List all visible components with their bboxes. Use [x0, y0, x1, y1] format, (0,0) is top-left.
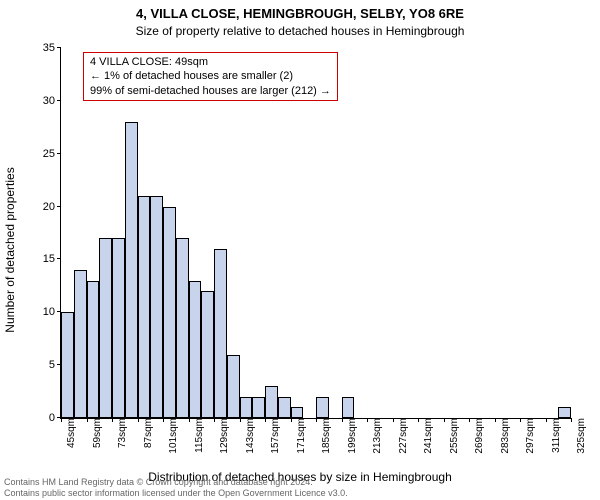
ytick-label: 35	[43, 42, 61, 54]
attribution: Contains HM Land Registry data © Crown c…	[0, 476, 352, 500]
histogram-bar	[99, 238, 112, 418]
histogram-bar	[150, 196, 163, 418]
xtick-label: 115sqm	[192, 418, 205, 453]
histogram-bar	[558, 407, 571, 418]
chart-container: 4, VILLA CLOSE, HEMINGBROUGH, SELBY, YO8…	[0, 0, 600, 500]
attribution-line1: Contains HM Land Registry data © Crown c…	[4, 477, 348, 488]
y-axis-label: Number of detached properties	[3, 167, 17, 332]
histogram-bar	[176, 238, 189, 418]
histogram-bar	[227, 355, 240, 418]
xtick-mark	[214, 418, 215, 422]
histogram-bar	[87, 281, 100, 418]
xtick-mark	[495, 418, 496, 422]
xtick-mark	[546, 418, 547, 422]
xtick-mark	[571, 418, 572, 422]
xtick-label: 59sqm	[90, 418, 103, 448]
histogram-bar	[74, 270, 87, 418]
xtick-label: 213sqm	[370, 418, 383, 454]
xtick-mark	[367, 418, 368, 422]
ytick-label: 25	[43, 148, 61, 160]
xtick-label: 185sqm	[319, 418, 332, 454]
xtick-label: 283sqm	[498, 418, 511, 454]
ytick-label: 0	[49, 412, 61, 424]
xtick-label: 297sqm	[523, 418, 536, 454]
histogram-bar	[125, 122, 138, 418]
histogram-bar	[278, 397, 291, 418]
histogram-bar	[138, 196, 151, 418]
histogram-bar	[342, 397, 355, 418]
xtick-mark	[61, 418, 62, 422]
xtick-label: 269sqm	[472, 418, 485, 454]
xtick-label: 311sqm	[549, 418, 562, 453]
xtick-label: 129sqm	[217, 418, 230, 454]
histogram-bar	[252, 397, 265, 418]
ytick-label: 20	[43, 201, 61, 213]
ytick-label: 30	[43, 95, 61, 107]
xtick-label: 255sqm	[447, 418, 460, 454]
histogram-bar	[316, 397, 329, 418]
ytick-mark	[57, 153, 61, 154]
histogram-bar	[240, 397, 253, 418]
xtick-label: 157sqm	[268, 418, 281, 454]
xtick-label: 171sqm	[294, 418, 307, 454]
annotation-line3: 99% of semi-detached houses are larger (…	[90, 84, 331, 98]
annotation-line2: ← 1% of detached houses are smaller (2)	[90, 69, 331, 83]
xtick-mark	[393, 418, 394, 422]
ytick-mark	[57, 47, 61, 48]
xtick-label: 101sqm	[166, 418, 179, 454]
histogram-bar	[291, 407, 304, 418]
xtick-mark	[265, 418, 266, 422]
xtick-mark	[469, 418, 470, 422]
xtick-mark	[444, 418, 445, 422]
ytick-label: 5	[49, 359, 61, 371]
xtick-label: 73sqm	[115, 418, 128, 448]
chart-subtitle: Size of property relative to detached ho…	[0, 24, 600, 38]
xtick-label: 87sqm	[141, 418, 154, 448]
xtick-mark	[418, 418, 419, 422]
histogram-bar	[163, 207, 176, 418]
xtick-label: 199sqm	[345, 418, 358, 454]
xtick-label: 45sqm	[64, 418, 77, 448]
xtick-mark	[112, 418, 113, 422]
ytick-mark	[57, 206, 61, 207]
plot-area: 4 VILLA CLOSE: 49sqm ← 1% of detached ho…	[60, 48, 571, 419]
xtick-mark	[520, 418, 521, 422]
attribution-line2: Contains public sector information licen…	[4, 488, 348, 499]
histogram-bar	[201, 291, 214, 418]
annotation-box: 4 VILLA CLOSE: 49sqm ← 1% of detached ho…	[83, 52, 338, 101]
histogram-bar	[189, 281, 202, 418]
xtick-mark	[291, 418, 292, 422]
xtick-label: 143sqm	[243, 418, 256, 454]
xtick-mark	[189, 418, 190, 422]
xtick-label: 227sqm	[396, 418, 409, 454]
ytick-mark	[57, 258, 61, 259]
histogram-bar	[61, 312, 74, 418]
xtick-mark	[342, 418, 343, 422]
histogram-bar	[214, 249, 227, 418]
xtick-mark	[138, 418, 139, 422]
xtick-mark	[87, 418, 88, 422]
xtick-label: 241sqm	[421, 418, 434, 454]
chart-title: 4, VILLA CLOSE, HEMINGBROUGH, SELBY, YO8…	[0, 6, 600, 21]
xtick-mark	[163, 418, 164, 422]
xtick-mark	[240, 418, 241, 422]
xtick-label: 325sqm	[574, 418, 587, 454]
ytick-label: 10	[43, 306, 61, 318]
annotation-line1: 4 VILLA CLOSE: 49sqm	[90, 55, 331, 69]
ytick-mark	[57, 100, 61, 101]
histogram-bar	[112, 238, 125, 418]
histogram-bar	[265, 386, 278, 418]
xtick-mark	[316, 418, 317, 422]
ytick-label: 15	[43, 253, 61, 265]
